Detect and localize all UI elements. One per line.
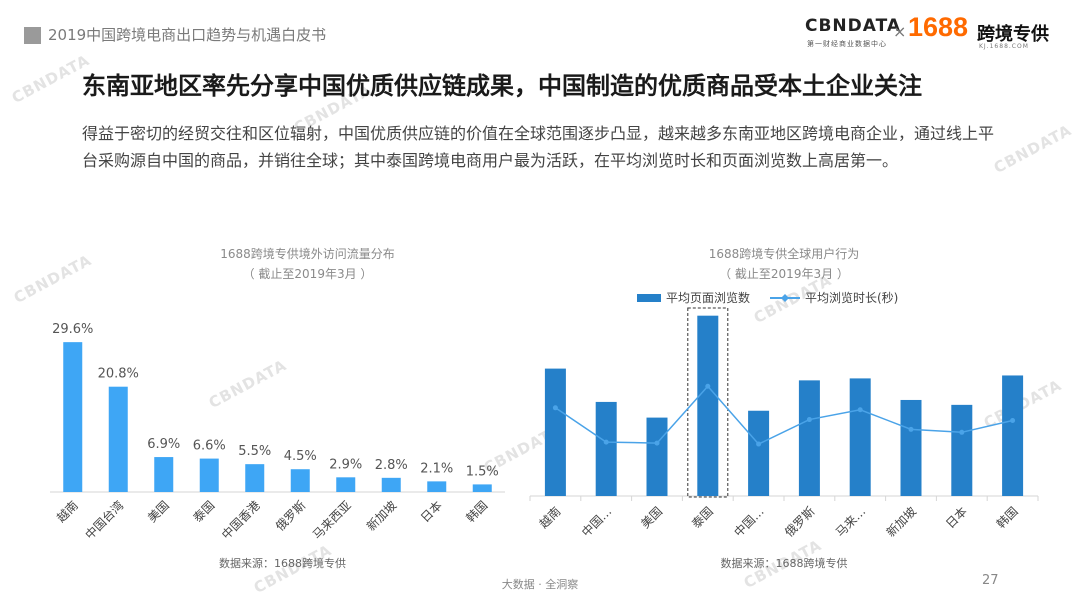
chart1-value-label: 1.5% xyxy=(466,464,499,479)
chart1-category-label: 泰国 xyxy=(190,498,217,525)
chart1-bar xyxy=(199,458,219,492)
chart1-category-label: 中国香港 xyxy=(218,498,263,543)
page-number: 27 xyxy=(982,573,999,588)
chart2-line-point xyxy=(959,429,965,435)
chart1-value-label: 20.8% xyxy=(98,367,139,382)
chart2-bar xyxy=(595,401,617,496)
chart1-category-label: 马来西亚 xyxy=(310,498,354,542)
chart2-highlight-box xyxy=(687,307,729,498)
chart1-category-label: 中国台湾 xyxy=(82,498,127,543)
chart1-bar xyxy=(154,457,174,492)
chart1-bar xyxy=(108,386,128,492)
chart1-value-label: 2.9% xyxy=(329,457,362,472)
footer-tagline: 大数据 · 全洞察 xyxy=(501,578,579,591)
chart2-line-point xyxy=(857,407,863,413)
chart1-category-label: 俄罗斯 xyxy=(273,498,308,533)
chart2-category-label: 越南 xyxy=(536,504,564,532)
chart1-bar xyxy=(336,477,356,492)
chart2-bar xyxy=(1002,375,1024,496)
chart2-line-point xyxy=(603,439,609,445)
chart2-line-point xyxy=(1010,418,1016,424)
chart2-category-label: 中国… xyxy=(731,504,767,540)
logo: CBNDATA 第一财经商业数据中心 × 1688 跨境专供 KJ.1688.C… xyxy=(805,12,1060,54)
chart1-category-label: 韩国 xyxy=(463,498,491,526)
report-title: 2019中国跨境电商出口趋势与机遇白皮书 xyxy=(48,26,327,44)
chart2-bar xyxy=(798,380,820,496)
chart1-subtitle: （ 截止至2019年3月 ） xyxy=(243,267,373,281)
chart2-bar xyxy=(951,404,973,496)
chart2-line-point xyxy=(806,417,812,423)
chart2-bar xyxy=(544,368,566,496)
logo-separator: × xyxy=(893,22,907,41)
chart2-bar xyxy=(900,399,922,496)
legend-line-marker xyxy=(781,294,789,302)
chart2-category-label: 泰国 xyxy=(689,504,716,531)
chart2-category-label: 俄罗斯 xyxy=(782,504,817,539)
chart1-bar xyxy=(290,469,310,492)
chart1-value-label: 29.6% xyxy=(52,322,93,337)
chart2-bar xyxy=(697,315,719,496)
chart1-value-label: 5.5% xyxy=(238,444,271,459)
chart1-category-label: 美国 xyxy=(145,498,172,525)
cbndata-logo-subtitle: 第一财经商业数据中心 xyxy=(807,40,887,48)
chart1-value-label: 6.6% xyxy=(193,439,226,454)
chart2-bar xyxy=(748,410,770,496)
chart2-line-point xyxy=(705,383,711,389)
chart2-line xyxy=(554,385,1013,445)
chart1-source: 数据来源：1688跨境专供 xyxy=(219,556,346,570)
chart2-source: 数据来源：1688跨境专供 xyxy=(721,556,848,570)
chart1-bar xyxy=(245,464,265,492)
chart2-line-point xyxy=(756,441,762,447)
chart2-category-label: 韩国 xyxy=(993,504,1021,532)
chart2-line-point xyxy=(654,440,660,446)
legend-bar-swatch xyxy=(637,294,661,302)
chart2-category-label: 日本 xyxy=(943,504,970,531)
logo-url-text: KJ.1688.COM xyxy=(979,43,1029,50)
logo-kuajing-text: 跨境专供 xyxy=(977,24,1049,45)
cbndata-logo-text: CBNDATA xyxy=(805,16,902,36)
logo-1688-text: 1688 xyxy=(908,12,969,42)
chart1-title: 1688跨境专供境外访问流量分布 xyxy=(220,246,395,261)
chart2-category-label: 马来… xyxy=(833,504,868,539)
chart2-line-point xyxy=(908,426,914,432)
chart1-category-label: 日本 xyxy=(418,498,445,525)
page-title: 东南亚地区率先分享中国优质供应链成果，中国制造的优质商品受本土企业关注 xyxy=(82,72,922,100)
chart1-value-label: 2.8% xyxy=(375,458,408,473)
chart1-bar xyxy=(427,481,447,492)
chart1-category-label: 越南 xyxy=(53,498,81,526)
chart2-category-label: 美国 xyxy=(638,504,665,531)
chart1-bar xyxy=(381,477,401,492)
chart2-subtitle: （ 截止至2019年3月 ） xyxy=(719,267,849,281)
chart2-bar xyxy=(849,378,871,496)
chart2-category-label: 新加坡 xyxy=(883,504,919,540)
legend-bar-label: 平均页面浏览数 xyxy=(666,290,750,305)
chart1-bar xyxy=(63,342,83,492)
header-square-icon xyxy=(24,27,41,44)
chart2-category-label: 中国… xyxy=(578,504,614,540)
chart1-value-label: 2.1% xyxy=(420,461,453,476)
chart2-bar xyxy=(646,417,668,496)
legend-line-label: 平均浏览时长(秒) xyxy=(805,290,898,305)
chart1-bar xyxy=(472,484,492,492)
chart2-title: 1688跨境专供全球用户行为 xyxy=(709,246,860,261)
chart1-category-label: 新加坡 xyxy=(363,498,399,534)
page-description: 得益于密切的经贸交往和区位辐射，中国优质供应链的价值在全球范围逐步凸显，越来越多… xyxy=(82,124,995,170)
chart1-value-label: 4.5% xyxy=(284,449,317,464)
chart1-value-label: 6.9% xyxy=(147,437,180,452)
chart2-line-point xyxy=(552,405,558,411)
